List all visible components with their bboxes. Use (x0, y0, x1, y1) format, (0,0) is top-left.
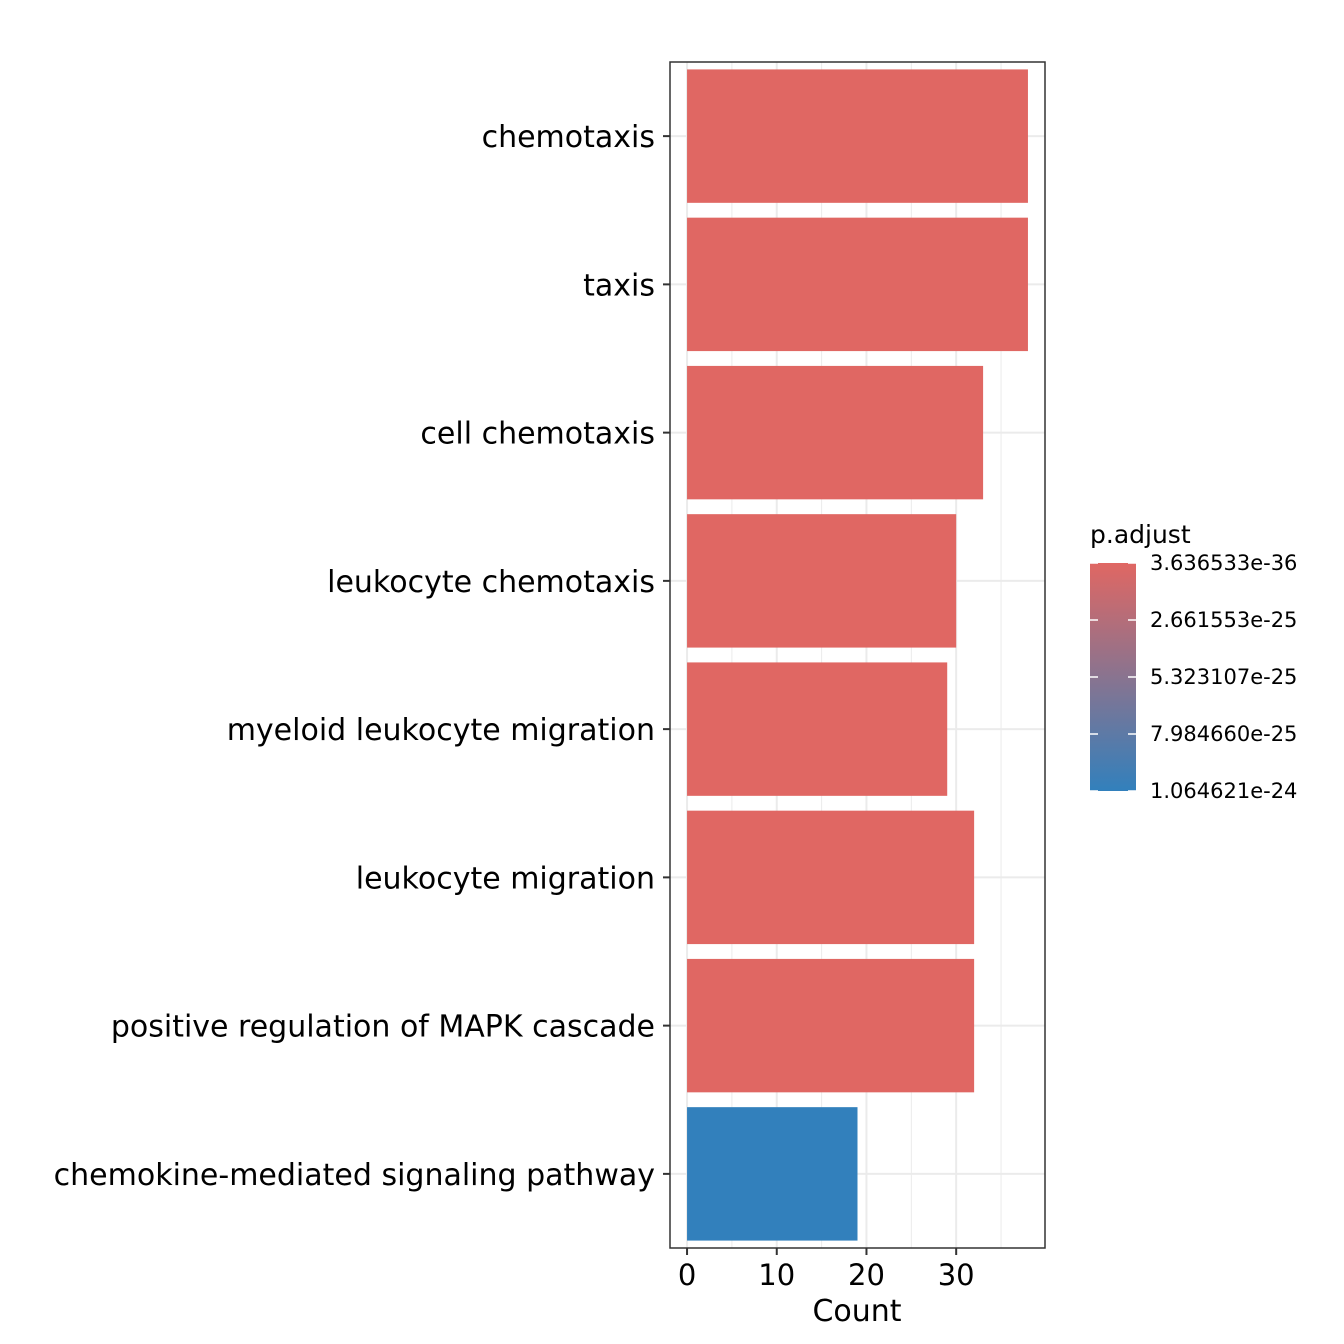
category-label: myeloid leukocyte migration (227, 713, 655, 748)
legend-label: 7.984660e-25 (1150, 722, 1297, 746)
category-label: cell chemotaxis (420, 417, 655, 452)
legend-label: 3.636533e-36 (1150, 551, 1297, 575)
x-tick-label: 10 (758, 1258, 795, 1292)
x-axis: 0 10 20 30 (678, 1248, 975, 1292)
x-tick-label: 20 (848, 1258, 885, 1292)
bar (687, 662, 948, 796)
category-label: leukocyte migration (356, 861, 655, 896)
bar (687, 958, 975, 1093)
legend-label: 1.064621e-24 (1150, 779, 1297, 803)
category-label: positive regulation of MAPK cascade (111, 1010, 655, 1045)
category-label: chemotaxis (482, 120, 655, 155)
x-tick-label: 0 (678, 1258, 696, 1292)
legend: p.adjust 3.636533e-36 2.661553e-25 5.32310… (1090, 520, 1297, 803)
bar (687, 69, 1028, 203)
legend-title: p.adjust (1090, 520, 1191, 549)
bar (687, 810, 975, 945)
bar (687, 365, 984, 500)
legend-label: 5.323107e-25 (1150, 665, 1297, 689)
x-axis-title: Count (812, 1294, 901, 1329)
y-axis: chemotaxis taxis cell chemotaxis leukocyte … (54, 120, 670, 1193)
bars (687, 69, 1028, 1241)
bar (687, 217, 1028, 352)
category-label: taxis (583, 268, 655, 303)
panel-border (669, 61, 1046, 1249)
bar (687, 1107, 858, 1241)
bar (687, 514, 957, 648)
legend-label: 2.661553e-25 (1150, 608, 1297, 632)
category-label: chemokine-mediated signaling pathway (54, 1158, 655, 1193)
legend-ticks: 3.636533e-36 2.661553e-25 5.323107e-25 7.98… (1090, 551, 1297, 803)
x-tick-label: 30 (938, 1258, 975, 1292)
category-label: leukocyte chemotaxis (327, 565, 655, 600)
